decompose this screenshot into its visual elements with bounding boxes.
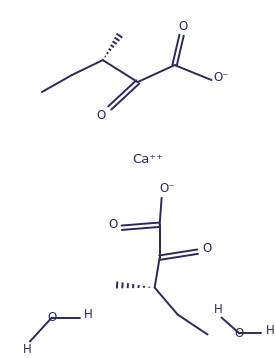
Text: H: H xyxy=(214,303,223,316)
Text: Ca⁺⁺: Ca⁺⁺ xyxy=(132,153,163,166)
Text: O: O xyxy=(96,110,105,122)
Text: O: O xyxy=(202,242,211,255)
Text: H: H xyxy=(23,343,31,356)
Text: H: H xyxy=(266,324,275,337)
Text: O: O xyxy=(178,20,187,33)
Text: O⁻: O⁻ xyxy=(159,182,174,195)
Text: O: O xyxy=(108,218,117,231)
Text: O: O xyxy=(47,311,56,324)
Text: O: O xyxy=(235,327,244,340)
Text: H: H xyxy=(83,308,92,321)
Text: O⁻: O⁻ xyxy=(214,71,229,83)
